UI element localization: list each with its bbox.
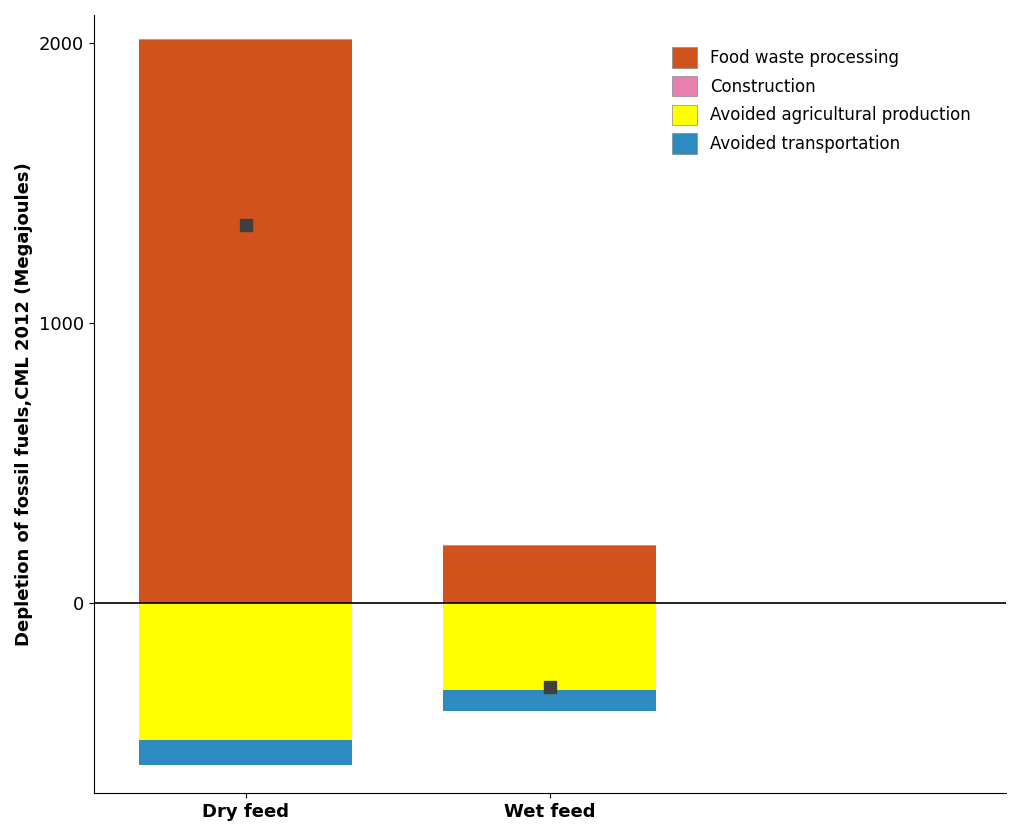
Bar xyxy=(139,603,352,740)
Legend: Food waste processing, Construction, Avoided agricultural production, Avoided tr: Food waste processing, Construction, Avo… xyxy=(664,39,979,162)
Bar xyxy=(443,603,657,690)
Bar xyxy=(139,38,352,40)
Bar xyxy=(443,546,657,603)
Bar xyxy=(139,740,352,765)
Bar xyxy=(443,690,657,711)
Bar xyxy=(139,40,352,603)
Y-axis label: Depletion of fossil fuels,CML 2012 (Megajoules): Depletion of fossil fuels,CML 2012 (Mega… xyxy=(15,162,33,646)
